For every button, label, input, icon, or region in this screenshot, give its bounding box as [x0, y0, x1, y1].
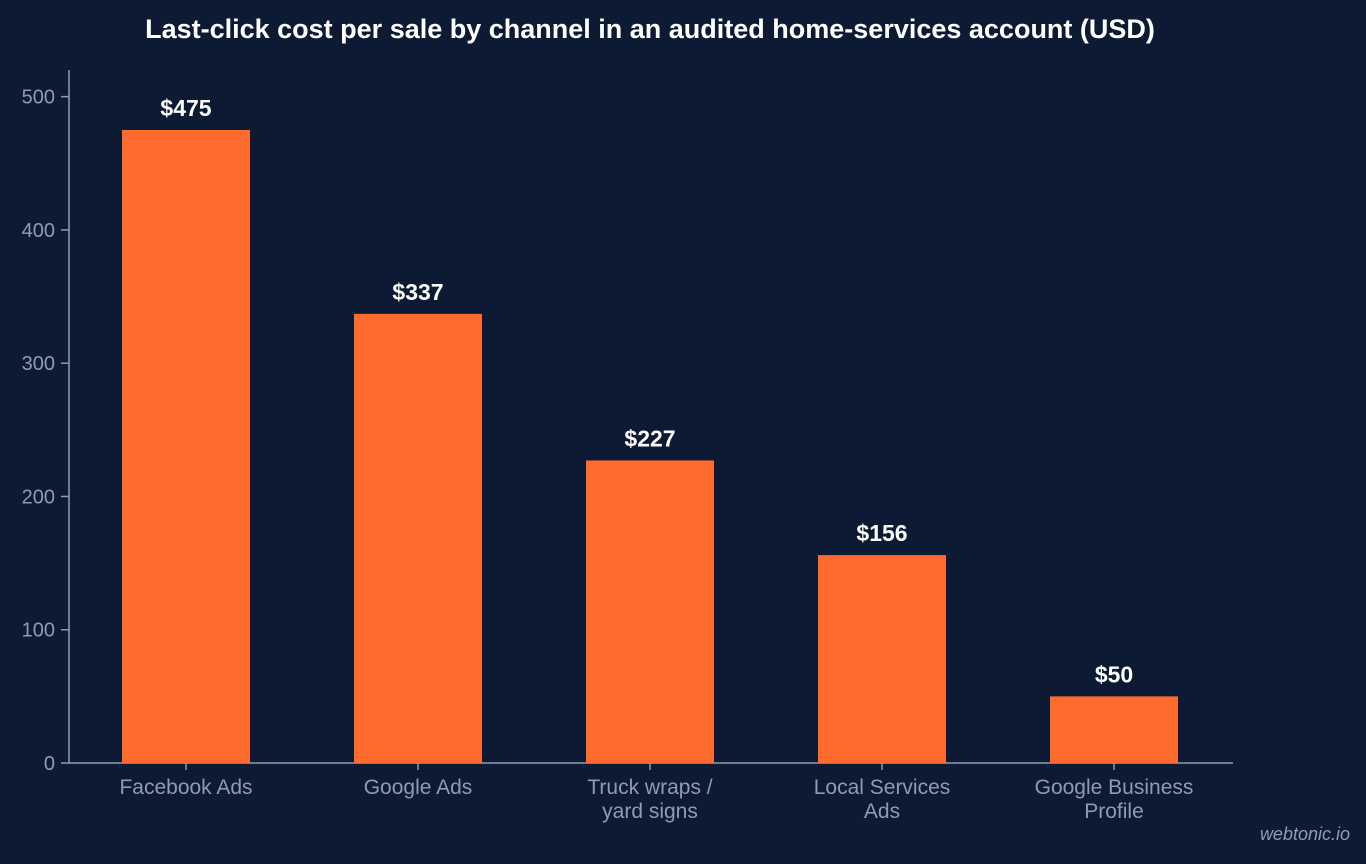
value-labels-group: $475 $337 $227 $156 $50: [160, 95, 1133, 687]
x-tick-label: Google Business Profile: [1035, 776, 1194, 823]
x-tick-label-line: Profile: [1084, 800, 1144, 823]
bar: [818, 555, 946, 763]
bar-value-label: $337: [392, 279, 443, 305]
bar-value-label: $50: [1095, 661, 1133, 687]
bar: [122, 129, 250, 763]
x-axis-ticks: Facebook Ads Google Ads Truck wraps / yard …: [119, 763, 1193, 823]
bar-value-label: $475: [160, 95, 211, 121]
x-tick-label: Truck wraps / yard signs: [587, 776, 712, 823]
x-tick-label-line: Truck wraps /: [587, 776, 712, 799]
bars-group: [122, 129, 1178, 763]
x-tick-label-line: yard signs: [602, 800, 698, 823]
y-tick-label: 300: [22, 353, 55, 375]
bar-value-label: $227: [624, 425, 675, 451]
y-tick-label: 0: [44, 753, 55, 775]
x-tick-label-line: Google Business: [1035, 776, 1194, 799]
x-tick-label: Local Services Ads: [814, 776, 951, 823]
y-tick-label: 100: [22, 620, 55, 642]
x-tick-label: Facebook Ads: [119, 776, 252, 799]
x-tick-label-line: Google Ads: [364, 776, 473, 799]
bar: [1050, 696, 1178, 763]
x-tick-label-line: Facebook Ads: [119, 776, 252, 799]
watermark: webtonic.io: [1260, 824, 1350, 844]
bar-value-label: $156: [856, 520, 907, 546]
bar: [586, 460, 714, 763]
y-axis-ticks: 0 100 200 300 400 500: [22, 87, 69, 775]
chart-title: Last-click cost per sale by channel in a…: [145, 14, 1155, 44]
y-tick-label: 400: [22, 220, 55, 242]
x-tick-label: Google Ads: [364, 776, 473, 799]
bar: [354, 313, 482, 763]
y-tick-label: 500: [22, 87, 55, 109]
x-tick-label-line: Ads: [864, 800, 900, 823]
y-tick-label: 200: [22, 486, 55, 508]
x-tick-label-line: Local Services: [814, 776, 951, 799]
